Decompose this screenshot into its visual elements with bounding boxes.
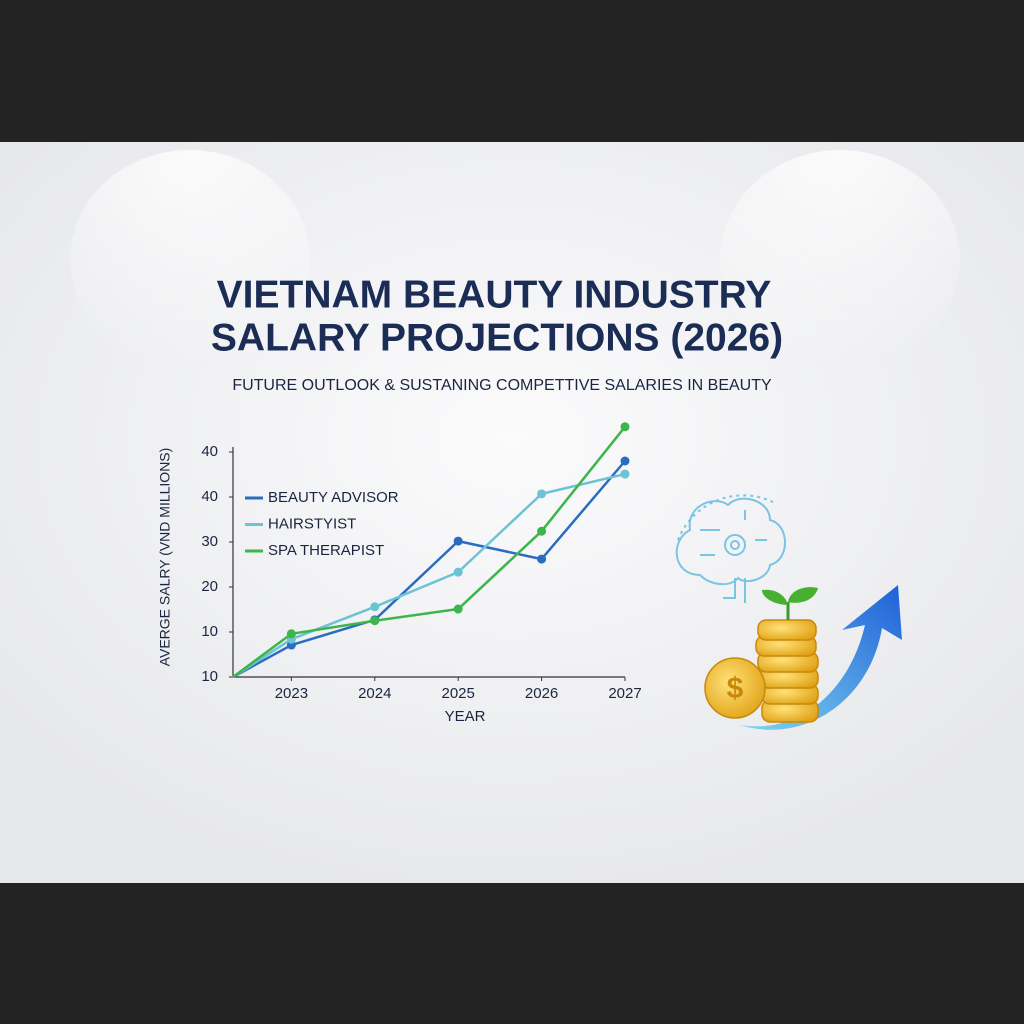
legend-label: HAIRSTYIST bbox=[268, 515, 356, 532]
chart-subtitle: FUTURE OUTLOOK & SUSTANING COMPETTIVE SA… bbox=[232, 377, 772, 394]
data-point bbox=[537, 554, 547, 564]
data-point bbox=[286, 629, 296, 639]
y-tick-label: 10 bbox=[201, 623, 218, 640]
y-tick-label: 10 bbox=[201, 668, 218, 685]
chart-title: VIETNAM BEAUTY INDUSTRY bbox=[217, 273, 772, 316]
data-point bbox=[453, 604, 463, 614]
legend-label: SPA THERAPIST bbox=[268, 542, 384, 559]
data-point bbox=[370, 602, 380, 612]
chart-title: SALARY PROJECTIONS (2026) bbox=[211, 316, 783, 359]
x-tick-label: 2023 bbox=[275, 685, 308, 702]
y-tick-label: 40 bbox=[201, 443, 218, 460]
y-tick-label: 30 bbox=[201, 533, 218, 550]
series-line bbox=[232, 460, 626, 679]
data-point bbox=[620, 456, 630, 466]
legend-label: BEAUTY ADVISOR bbox=[268, 489, 399, 506]
x-tick-label: 2027 bbox=[608, 685, 641, 702]
growth-arrow bbox=[740, 585, 902, 730]
y-tick-label: 20 bbox=[201, 578, 218, 595]
data-point bbox=[453, 567, 463, 577]
spotlight bbox=[720, 150, 960, 370]
data-point bbox=[537, 489, 547, 499]
data-point bbox=[370, 616, 380, 626]
data-point bbox=[620, 469, 630, 479]
coin-stack: $ bbox=[704, 619, 819, 723]
data-point bbox=[537, 526, 547, 536]
x-tick-label: 2026 bbox=[525, 685, 558, 702]
y-axis-label: AVERGE SALRY (VND MILLIONS) bbox=[157, 448, 173, 667]
sprout bbox=[762, 587, 818, 620]
dollar-sign: $ bbox=[727, 672, 744, 705]
data-point bbox=[453, 536, 463, 546]
x-tick-label: 2025 bbox=[442, 685, 475, 702]
spotlight bbox=[70, 150, 310, 370]
series-line bbox=[232, 472, 626, 679]
y-tick-label: 40 bbox=[201, 488, 218, 505]
data-point bbox=[620, 422, 630, 432]
x-axis-label: YEAR bbox=[445, 708, 486, 725]
brain-icon bbox=[675, 494, 786, 603]
series-line bbox=[232, 426, 626, 679]
x-tick-label: 2024 bbox=[358, 685, 391, 702]
